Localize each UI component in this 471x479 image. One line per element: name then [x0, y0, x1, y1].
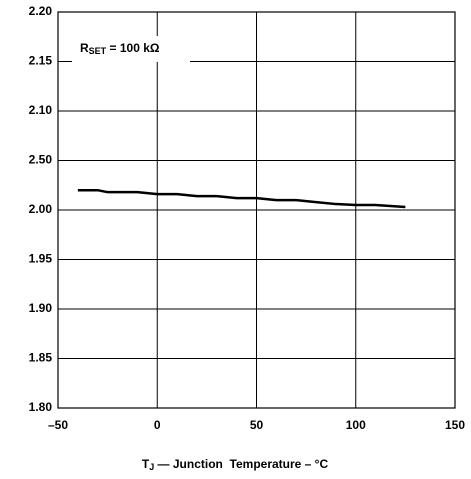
y-tick-label: 2.00	[29, 202, 53, 216]
x-tick-label: 50	[250, 418, 264, 432]
y-tick-label: 2.50	[29, 153, 53, 167]
annotation-subscript: SET	[89, 46, 107, 56]
annotation-symbol: R	[80, 41, 89, 55]
y-tick-label: 2.20	[29, 4, 53, 18]
data-line	[77, 188, 406, 209]
x-tick-label: –50	[48, 418, 68, 432]
x-tick-label: 100	[346, 418, 366, 432]
y-tick-label: 1.85	[29, 351, 53, 365]
y-tick-label: 1.95	[29, 252, 53, 266]
x-label-text: — Junction Temperature – °C	[154, 457, 328, 471]
x-tick-label: 150	[445, 418, 465, 432]
annotation-text: = 100 kΩ	[106, 41, 160, 55]
x-tick-label: 0	[154, 418, 161, 432]
y-tick-label: 1.90	[29, 301, 53, 315]
x-axis-label: TJ — Junction Temperature – °C	[142, 457, 329, 472]
y-tick-label: 2.15	[29, 54, 53, 68]
y-tick-label: 1.80	[29, 400, 53, 414]
plot-frame	[57, 11, 456, 409]
x-label-symbol: T	[142, 457, 150, 471]
annotation-box	[72, 36, 190, 62]
x-label-subscript: J	[149, 462, 154, 472]
y-tick-label: 2.10	[29, 103, 53, 117]
annotation: RSET = 100 kΩ	[80, 41, 160, 56]
